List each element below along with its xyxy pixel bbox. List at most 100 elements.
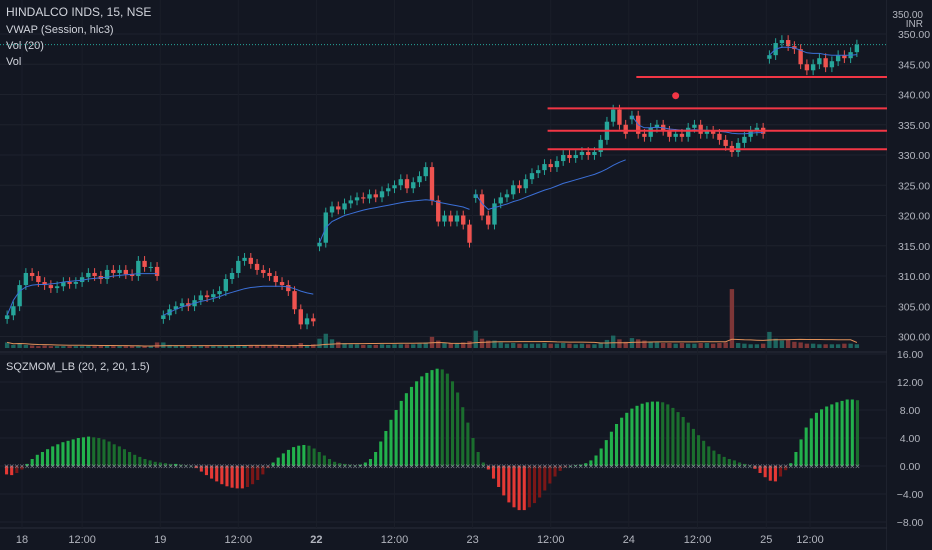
candle-body xyxy=(4,315,10,319)
currency-code: INR xyxy=(905,19,923,30)
candle-body xyxy=(536,170,541,174)
squeeze-dot: × xyxy=(562,463,568,471)
vwap-segment xyxy=(769,46,857,56)
candle-body xyxy=(554,161,560,168)
squeeze-dot: × xyxy=(675,463,681,471)
momentum-bar xyxy=(440,369,444,466)
squeeze-dot: × xyxy=(270,463,276,471)
candle-body xyxy=(742,136,747,143)
volume-bar xyxy=(717,343,722,348)
vol20-legend[interactable]: Vol (20) xyxy=(6,40,44,52)
momentum-bar xyxy=(61,442,65,466)
candle-body xyxy=(267,272,272,276)
momentum-bar xyxy=(409,386,414,466)
candle-body xyxy=(648,127,653,137)
squeeze-dot: × xyxy=(393,463,399,471)
momentum-bar xyxy=(655,401,660,466)
momentum-bar xyxy=(614,424,619,466)
candle-body xyxy=(48,285,54,289)
volume-ma-line xyxy=(6,338,858,347)
candle-body xyxy=(398,179,403,186)
volume-bar xyxy=(236,344,241,348)
candle-body xyxy=(204,295,210,298)
squeeze-dot: × xyxy=(34,463,40,471)
oscillator-legend[interactable]: SQZMOM_LB (20, 2, 20, 1.5) xyxy=(6,361,150,373)
squeeze-dot: × xyxy=(214,463,220,471)
volume-bar xyxy=(367,344,372,348)
squeeze-dot: × xyxy=(696,463,702,471)
volume-bar xyxy=(386,344,391,348)
squeeze-dot: × xyxy=(480,463,486,471)
candle-body xyxy=(679,133,685,137)
momentum-bar xyxy=(820,409,824,466)
squeeze-dot: × xyxy=(460,463,466,471)
squeeze-dot: × xyxy=(14,463,20,471)
momentum-bar xyxy=(558,466,562,471)
price-tick-label: 305.00 xyxy=(898,301,930,313)
price-axis: 300.00 305.00 310.00 315.00 320.00 325.00 330.… xyxy=(887,0,932,550)
candle-body xyxy=(567,155,572,159)
momentum-bar xyxy=(210,466,214,479)
momentum-bar xyxy=(758,466,762,473)
momentum-bar xyxy=(830,404,834,466)
squeeze-dot: × xyxy=(521,463,527,471)
volume-bar xyxy=(36,346,41,348)
momentum-bar xyxy=(333,461,337,466)
candle-body xyxy=(336,206,341,210)
squeeze-dot: × xyxy=(532,463,538,471)
squeeze-dot: × xyxy=(716,463,722,471)
momentum-bar xyxy=(358,464,362,466)
vol-legend[interactable]: Vol xyxy=(6,56,22,68)
volume-bar xyxy=(467,341,472,348)
squeeze-dot: × xyxy=(245,463,251,471)
squeeze-dot: × xyxy=(429,463,435,471)
momentum-bar xyxy=(630,408,634,466)
momentum-bar xyxy=(420,376,424,466)
symbol-title[interactable]: HINDALCO INDS, 15, NSE xyxy=(6,5,152,19)
squeeze-dot: × xyxy=(450,463,456,471)
candle-body xyxy=(248,257,253,264)
squeeze-dot: × xyxy=(409,463,415,471)
squeeze-dot: × xyxy=(742,463,748,471)
candle-body xyxy=(198,295,204,301)
volume-bar xyxy=(685,343,691,348)
volume-bar xyxy=(779,340,785,348)
candle-body xyxy=(667,130,672,137)
squeeze-dot: × xyxy=(352,463,358,471)
squeeze-dot: × xyxy=(593,463,599,471)
volume-bar xyxy=(248,345,253,348)
squeeze-dot: × xyxy=(824,463,830,471)
vwap-legend[interactable]: VWAP (Session, hlc3) xyxy=(6,24,114,36)
volume-bar xyxy=(598,342,603,348)
candle-body xyxy=(448,215,453,222)
candle-body xyxy=(229,272,235,280)
squeeze-dot: × xyxy=(854,463,860,471)
momentum-bar xyxy=(527,466,531,508)
squeeze-dot: × xyxy=(721,463,727,471)
candle-body xyxy=(454,215,460,222)
candle-body xyxy=(767,55,772,59)
volume-bar xyxy=(67,346,72,348)
squeeze-dot: × xyxy=(511,463,517,471)
candle-body xyxy=(142,260,147,267)
momentum-bar xyxy=(163,463,167,466)
squeeze-dot: × xyxy=(286,463,292,471)
squeeze-dot: × xyxy=(849,463,855,471)
squeeze-dot: × xyxy=(439,463,445,471)
volume-bar xyxy=(311,344,316,348)
candle-body xyxy=(329,206,335,213)
squeeze-dot: × xyxy=(655,463,661,471)
momentum-bar xyxy=(486,466,490,470)
volume-bar xyxy=(798,342,803,348)
volume-bar xyxy=(567,343,572,348)
squeeze-dot: × xyxy=(685,463,691,471)
candle-body xyxy=(173,306,179,310)
volume-bar xyxy=(679,343,685,348)
squeeze-dot: × xyxy=(608,463,614,471)
squeeze-dot: × xyxy=(173,463,179,471)
volume-bar xyxy=(92,346,97,348)
squeeze-dot: × xyxy=(255,463,261,471)
volume-bar xyxy=(361,344,366,348)
